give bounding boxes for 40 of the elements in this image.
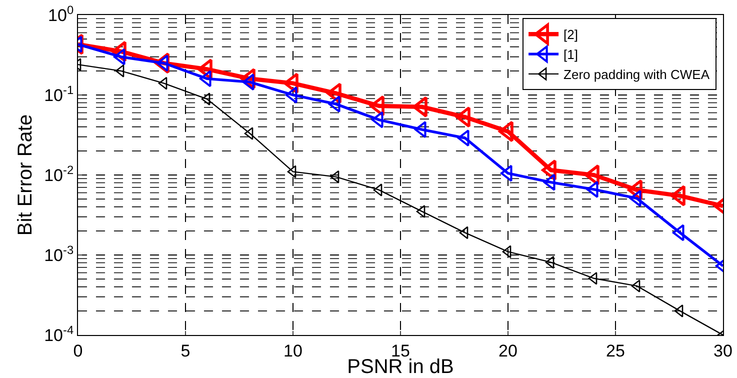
point bbox=[543, 174, 556, 191]
point bbox=[502, 245, 512, 258]
legend-label: Zero padding with CWEA bbox=[564, 67, 710, 82]
x-tick-label: 10 bbox=[284, 341, 302, 360]
point bbox=[674, 304, 684, 318]
legend-label: [2] bbox=[564, 27, 578, 42]
legend-label: [1] bbox=[564, 47, 578, 62]
point bbox=[199, 70, 212, 88]
point bbox=[113, 48, 126, 66]
point bbox=[201, 92, 210, 106]
y-tick-label: 10$^{0}$ bbox=[48, 2, 74, 25]
x-tick-label: 25 bbox=[606, 341, 625, 360]
y-tick-label: 10$^{-3}$ bbox=[44, 242, 74, 265]
point bbox=[244, 127, 254, 140]
x-tick-label: 20 bbox=[498, 341, 518, 360]
x-tick-label: 5 bbox=[180, 341, 190, 360]
point bbox=[459, 226, 468, 240]
point bbox=[629, 190, 642, 207]
point bbox=[500, 164, 512, 182]
x-tick-label: 30 bbox=[714, 341, 732, 360]
point bbox=[545, 256, 554, 269]
x-tick-label: 0 bbox=[73, 341, 83, 360]
y-tick-label: 10$^{-1}$ bbox=[44, 82, 74, 105]
y-axis-title: Bit Error Rate bbox=[14, 114, 37, 236]
point bbox=[631, 280, 640, 292]
point bbox=[242, 74, 254, 91]
point bbox=[414, 121, 426, 138]
point bbox=[115, 64, 124, 78]
point bbox=[330, 170, 340, 184]
point bbox=[371, 111, 384, 128]
point bbox=[586, 180, 598, 198]
point bbox=[416, 205, 426, 218]
point bbox=[588, 272, 598, 285]
point bbox=[287, 165, 296, 178]
y-tick-label: 10$^{-2}$ bbox=[44, 162, 74, 185]
point bbox=[373, 184, 382, 196]
point bbox=[328, 96, 340, 113]
point bbox=[672, 224, 684, 242]
y-tick-label: 10$^{-4}$ bbox=[44, 322, 74, 345]
point bbox=[158, 76, 168, 90]
